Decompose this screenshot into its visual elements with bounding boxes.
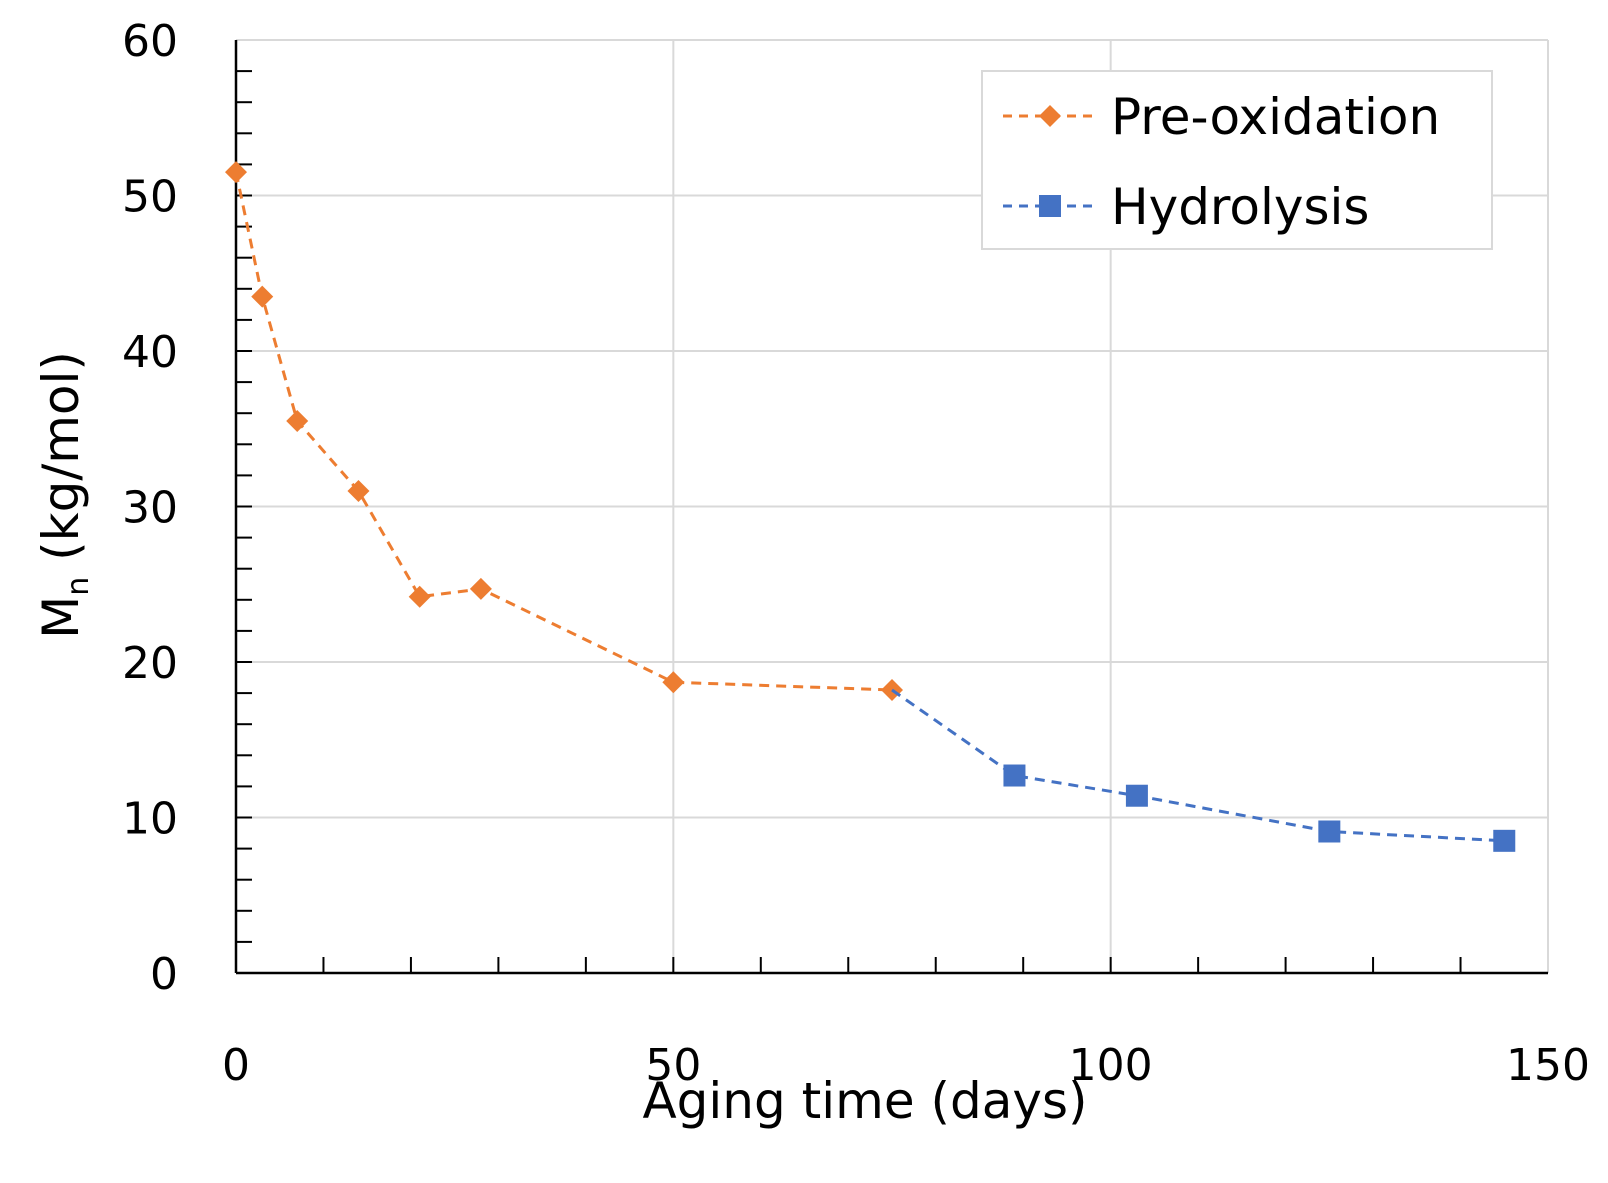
y-tick-label: 20 [122, 638, 178, 689]
data-point-pre-oxidation [469, 577, 492, 600]
data-point-hydrolysis [1318, 820, 1341, 843]
y-tick-label: 40 [122, 327, 178, 378]
x-tick-label: 0 [222, 1040, 250, 1091]
data-point-hydrolysis [1493, 829, 1516, 852]
axes [234, 40, 1548, 975]
data-point-pre-oxidation [286, 409, 309, 432]
y-tick-label: 30 [122, 483, 178, 534]
series-layer [225, 161, 1516, 852]
data-point-pre-oxidation [347, 479, 370, 502]
tick-labels: 0 10 20 30 40 50 60 0 50 100 150 [122, 16, 1590, 1091]
y-tick-label: 60 [122, 16, 178, 67]
y-tick-label: 10 [122, 794, 178, 845]
x-axis-title: Aging time (days) [642, 1072, 1087, 1130]
series-line-pre-oxidation [234, 171, 893, 692]
data-point-hydrolysis [1003, 764, 1026, 787]
legend-marker-hydrolysis [1039, 195, 1061, 217]
legend-label-pre-oxidation: Pre-oxidation [1111, 88, 1440, 146]
x-tick-label: 150 [1506, 1040, 1590, 1091]
data-point-pre-oxidation [662, 671, 685, 694]
y-tick-label: 0 [150, 949, 178, 1000]
y-axis-title: Mn (kg/mol) [32, 351, 96, 639]
y-axis-title-subscript: n [61, 577, 96, 596]
y-axis-title-unit: (kg/mol) [32, 351, 90, 577]
data-point-pre-oxidation [251, 285, 274, 308]
x-tick-label: 50 [645, 1040, 701, 1091]
legend-box [981, 70, 1493, 250]
y-axis-title-main: M [32, 596, 90, 639]
legend-marker-pre-oxidation [1039, 105, 1061, 127]
x-tick-label: 100 [1069, 1040, 1153, 1091]
y-tick-label: 50 [122, 172, 178, 223]
data-point-hydrolysis [1125, 784, 1148, 807]
legend-label-hydrolysis: Hydrolysis [1111, 178, 1369, 236]
data-point-pre-oxidation [225, 161, 247, 184]
legend: Pre-oxidation Hydrolysis [981, 70, 1493, 250]
data-point-pre-oxidation [408, 585, 431, 608]
